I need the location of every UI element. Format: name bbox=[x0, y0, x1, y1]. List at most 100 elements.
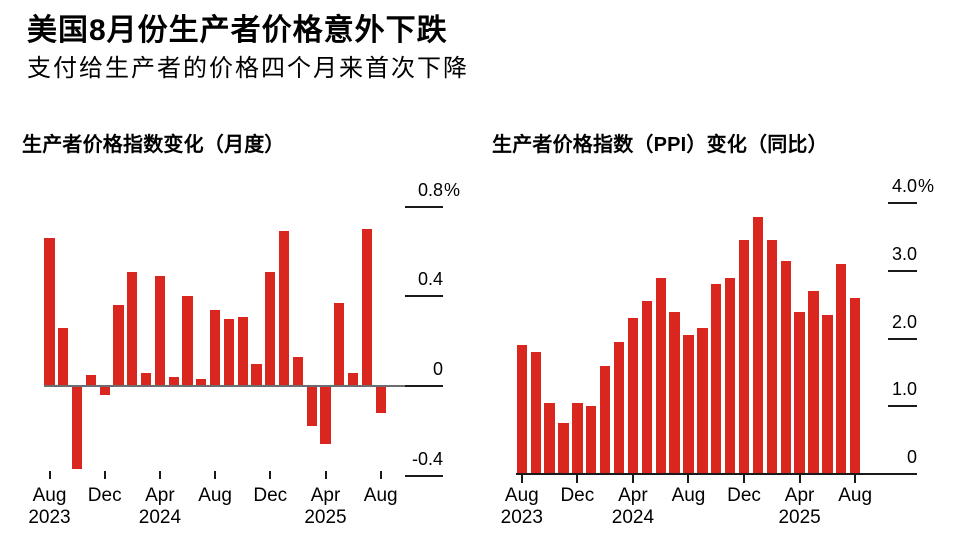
y-axis-label: 0 bbox=[906, 447, 917, 467]
plot-area-yoy: 4.0% 3.0 2.0 1.0 0 Aug 2023 Dec Apr 2024 Aug Dec Apr… bbox=[490, 125, 957, 537]
x-axis-label: Aug bbox=[838, 485, 873, 506]
bar bbox=[99, 386, 110, 395]
bar bbox=[223, 318, 235, 386]
y-tick-line bbox=[888, 473, 917, 475]
x-tick bbox=[854, 475, 857, 483]
bar bbox=[278, 231, 290, 386]
bar bbox=[752, 216, 764, 474]
bar bbox=[766, 240, 777, 474]
y-tick-line bbox=[405, 206, 443, 208]
x-tick bbox=[798, 475, 801, 483]
bar bbox=[140, 372, 152, 386]
x-axis-year-label: 2023 bbox=[500, 507, 543, 528]
y-tick-line bbox=[888, 405, 917, 407]
y-tick-line bbox=[888, 270, 917, 272]
bar bbox=[320, 386, 331, 445]
bar bbox=[347, 372, 359, 386]
x-tick bbox=[158, 471, 161, 479]
bar bbox=[196, 379, 207, 386]
zero-axis-line bbox=[44, 385, 405, 387]
x-axis-label: Apr bbox=[145, 485, 175, 506]
page-title: 美国8月份生产者价格意外下跌 bbox=[27, 14, 448, 47]
bar bbox=[71, 386, 83, 469]
bar bbox=[58, 327, 69, 386]
bar bbox=[154, 276, 166, 386]
x-axis-label: Aug bbox=[504, 485, 539, 506]
y-axis-unit: % bbox=[918, 176, 935, 196]
bar bbox=[641, 301, 652, 474]
x-axis-label: Apr bbox=[310, 485, 341, 506]
bar bbox=[334, 303, 345, 386]
chart-ppi-yoy: 生产者价格指数（PPI）变化（同比） 4.0% 3.0 2.0 1.0 0 Aug 2023… bbox=[490, 125, 957, 537]
bar bbox=[586, 406, 597, 474]
chart-ppi-monthly: 生产者价格指数变化（月度） 0.8% 0.4 0 -0.4 Aug 2023 Dec Apr 2… bbox=[20, 125, 470, 537]
bar bbox=[599, 365, 611, 474]
y-axis-label: 1.0 bbox=[891, 379, 917, 399]
y-axis-label: -0.4 bbox=[411, 449, 443, 469]
chart-title-monthly: 生产者价格指数变化（月度） bbox=[22, 134, 285, 156]
x-tick bbox=[103, 471, 106, 479]
x-axis-label: Aug bbox=[32, 485, 67, 506]
x-tick bbox=[743, 475, 746, 483]
y-axis-label: 4.0 bbox=[891, 176, 917, 196]
bar bbox=[251, 363, 262, 386]
bar bbox=[794, 311, 805, 474]
y-axis-label: 0 bbox=[432, 359, 443, 379]
bar bbox=[780, 260, 791, 474]
y-tick-line bbox=[405, 475, 443, 477]
bar bbox=[669, 311, 680, 474]
x-axis-label: Aug bbox=[198, 485, 232, 506]
x-axis-year-label: 2025 bbox=[304, 507, 347, 528]
bar bbox=[544, 402, 555, 474]
y-tick-line bbox=[888, 202, 917, 204]
y-tick-line bbox=[405, 295, 443, 297]
bar bbox=[725, 277, 736, 474]
x-tick bbox=[631, 475, 634, 483]
bar bbox=[306, 386, 317, 427]
zero-axis-line bbox=[516, 473, 888, 475]
bar bbox=[697, 328, 708, 474]
x-tick bbox=[269, 471, 272, 479]
bar bbox=[182, 296, 193, 386]
x-axis-label: Aug bbox=[363, 485, 398, 506]
x-tick bbox=[576, 475, 579, 483]
x-axis-label: Dec bbox=[727, 485, 761, 506]
bar bbox=[572, 402, 583, 474]
x-axis-label: Dec bbox=[253, 485, 288, 506]
x-axis-label: Dec bbox=[560, 485, 595, 506]
y-axis-label: 0.8 bbox=[417, 180, 443, 200]
x-axis-label: Aug bbox=[671, 485, 706, 506]
bar bbox=[613, 341, 625, 474]
bar bbox=[292, 356, 304, 386]
bar bbox=[808, 291, 819, 474]
bar bbox=[683, 335, 694, 474]
bar bbox=[850, 297, 861, 474]
y-axis-unit: % bbox=[444, 180, 461, 200]
x-tick bbox=[379, 471, 382, 479]
x-tick bbox=[324, 471, 327, 479]
chart-title-yoy: 生产者价格指数（PPI）变化（同比） bbox=[492, 134, 828, 156]
y-axis-label: 2.0 bbox=[891, 312, 917, 332]
bar bbox=[127, 271, 138, 386]
bar bbox=[168, 377, 179, 386]
plot-area-monthly: 0.8% 0.4 0 -0.4 Aug 2023 Dec Apr 2024 Aug Dec Apr 20… bbox=[20, 125, 470, 537]
bar bbox=[361, 229, 373, 386]
x-tick bbox=[48, 471, 51, 479]
bar bbox=[85, 374, 97, 386]
bar bbox=[237, 316, 248, 386]
y-axis-label: 0.4 bbox=[417, 269, 443, 289]
page-subtitle: 支付给生产者的价格四个月来首次下降 bbox=[27, 55, 469, 82]
x-axis-label: Dec bbox=[87, 485, 122, 506]
bar bbox=[530, 352, 541, 474]
x-axis-label: Apr bbox=[784, 485, 815, 506]
bar bbox=[44, 238, 55, 386]
bar bbox=[516, 345, 527, 474]
bar bbox=[627, 318, 639, 474]
y-tick-line bbox=[405, 385, 443, 387]
bar bbox=[209, 309, 221, 386]
bar bbox=[711, 284, 722, 474]
bar bbox=[265, 271, 276, 386]
y-tick-line bbox=[888, 338, 917, 340]
x-axis-year-label: 2023 bbox=[28, 507, 71, 528]
y-axis-label: 3.0 bbox=[891, 244, 917, 264]
